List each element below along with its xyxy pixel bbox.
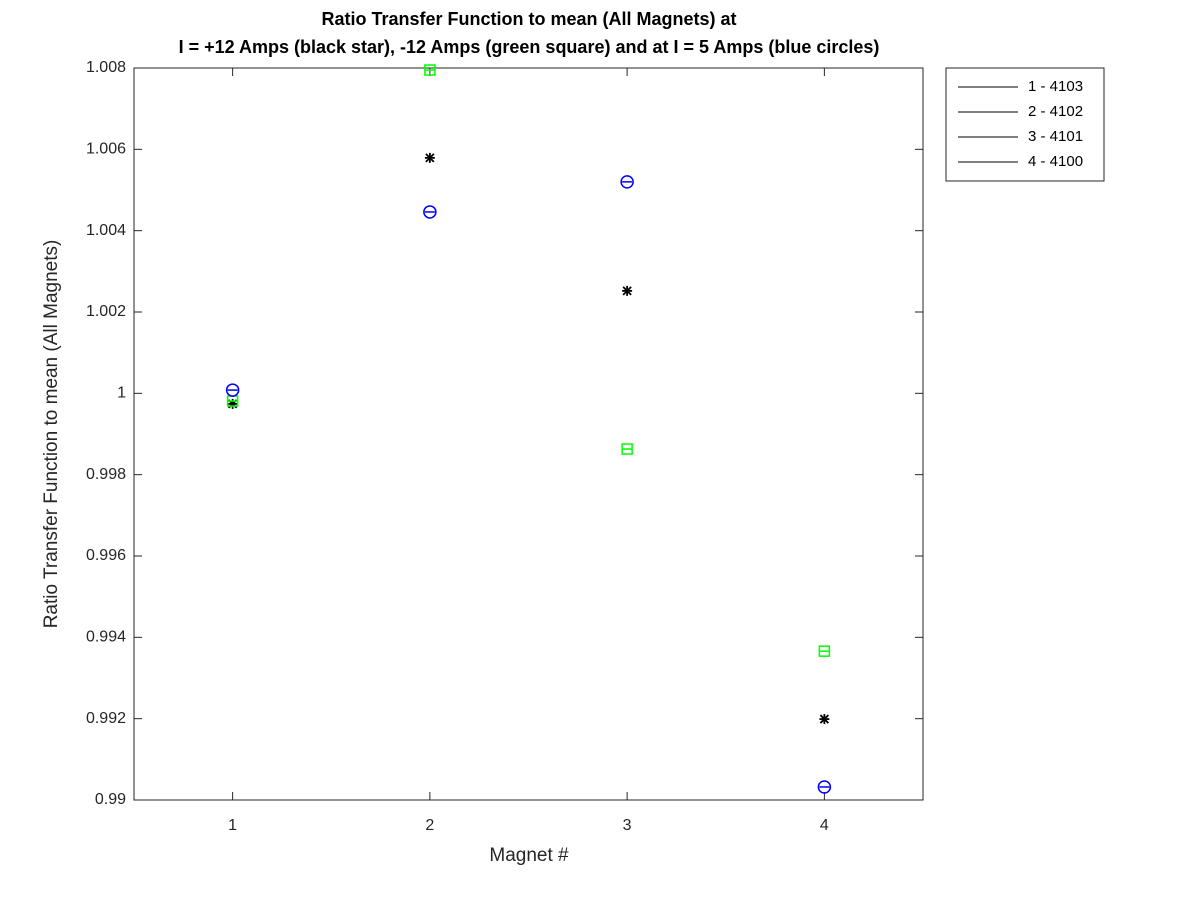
y-tick-label: 0.998 xyxy=(86,466,126,483)
legend-label: 2 - 4102 xyxy=(1028,103,1083,120)
marker-stroke xyxy=(225,383,240,397)
y-tick-label: 0.996 xyxy=(86,547,126,564)
marker-stroke xyxy=(819,714,830,724)
x-axis-label: Magnet # xyxy=(489,845,569,866)
marker-stroke xyxy=(817,780,832,794)
y-tick-label: 0.994 xyxy=(86,629,126,646)
point xyxy=(621,443,633,455)
point xyxy=(818,645,831,657)
point xyxy=(620,175,634,189)
legend-label: 3 - 4101 xyxy=(1028,128,1083,145)
legend-label: 4 - 4100 xyxy=(1028,153,1083,170)
y-axis-label: Ratio Transfer Function to mean (All Mag… xyxy=(41,240,62,629)
x-tick-label: 3 xyxy=(623,817,632,834)
legend-label: 1 - 4103 xyxy=(1028,78,1083,95)
marker-stroke xyxy=(622,286,632,296)
point xyxy=(424,152,435,163)
marker-stroke xyxy=(423,205,437,219)
point xyxy=(622,285,633,296)
y-tick-label: 1.008 xyxy=(86,59,126,76)
chart-title: I = +12 Amps (black star), -12 Amps (gre… xyxy=(179,37,880,57)
marker-stroke xyxy=(620,175,634,189)
point xyxy=(423,205,437,219)
marker-stroke xyxy=(425,153,435,163)
y-tick-label: 0.99 xyxy=(95,791,126,808)
y-tick-label: 1.002 xyxy=(86,303,126,320)
point xyxy=(225,383,240,397)
point xyxy=(817,780,832,794)
plot-frame xyxy=(133,67,924,801)
y-tick-label: 1.004 xyxy=(86,222,126,239)
y-tick-label: 0.992 xyxy=(86,710,126,727)
x-tick-label: 2 xyxy=(425,817,434,834)
chart-title: Ratio Transfer Function to mean (All Mag… xyxy=(321,9,736,29)
y-tick-label: 1.006 xyxy=(86,141,126,158)
point xyxy=(424,64,436,76)
x-tick-label: 4 xyxy=(820,817,829,834)
point xyxy=(819,714,830,725)
y-tick-label: 1 xyxy=(117,385,126,402)
x-tick-label: 1 xyxy=(228,817,237,834)
